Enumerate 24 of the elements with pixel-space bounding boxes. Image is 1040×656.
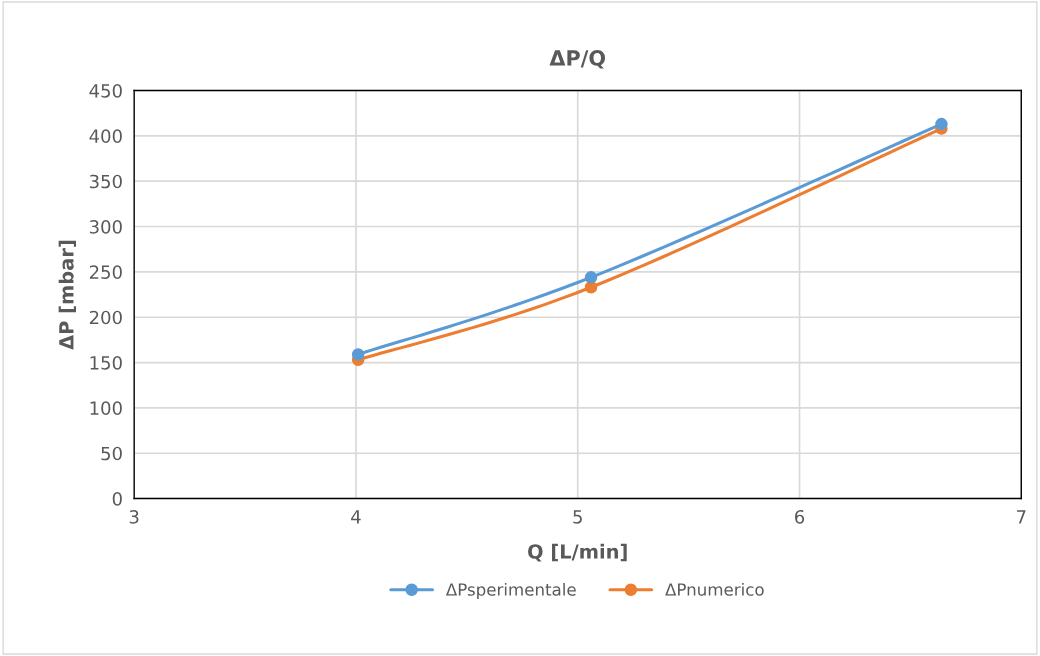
point xyxy=(351,348,365,361)
chart-title: ΔP/Q xyxy=(549,50,606,69)
x-tick-label: 7 xyxy=(1017,510,1026,524)
y-tick-label: 350 xyxy=(89,174,122,189)
y-tick-label: 0 xyxy=(112,492,122,506)
legend-label: ΔPsperimentale xyxy=(445,582,576,600)
x-tick-label: 6 xyxy=(795,509,805,524)
y-tick-label: 200 xyxy=(89,310,122,325)
y-tick-label: 300 xyxy=(89,220,122,234)
legend-label: ΔPnumerico xyxy=(665,582,764,596)
x-axis-title: Q [L/min] xyxy=(528,543,627,562)
y-tick-label: 450 xyxy=(89,83,122,98)
y-axis-title: ΔP [mbar] xyxy=(58,240,76,350)
y-tick-label: 250 xyxy=(89,265,122,279)
x-tick-label: 5 xyxy=(573,510,582,524)
y-tick-label: 50 xyxy=(101,446,122,461)
x-tick-label: 4 xyxy=(351,510,361,524)
y-tick-label: 100 xyxy=(90,401,122,415)
x-tick-label: 3 xyxy=(129,509,139,524)
point xyxy=(935,117,948,131)
y-tick-label: 400 xyxy=(89,129,122,143)
y-tick-label: 150 xyxy=(90,356,122,370)
point xyxy=(584,271,598,284)
point xyxy=(584,281,598,294)
